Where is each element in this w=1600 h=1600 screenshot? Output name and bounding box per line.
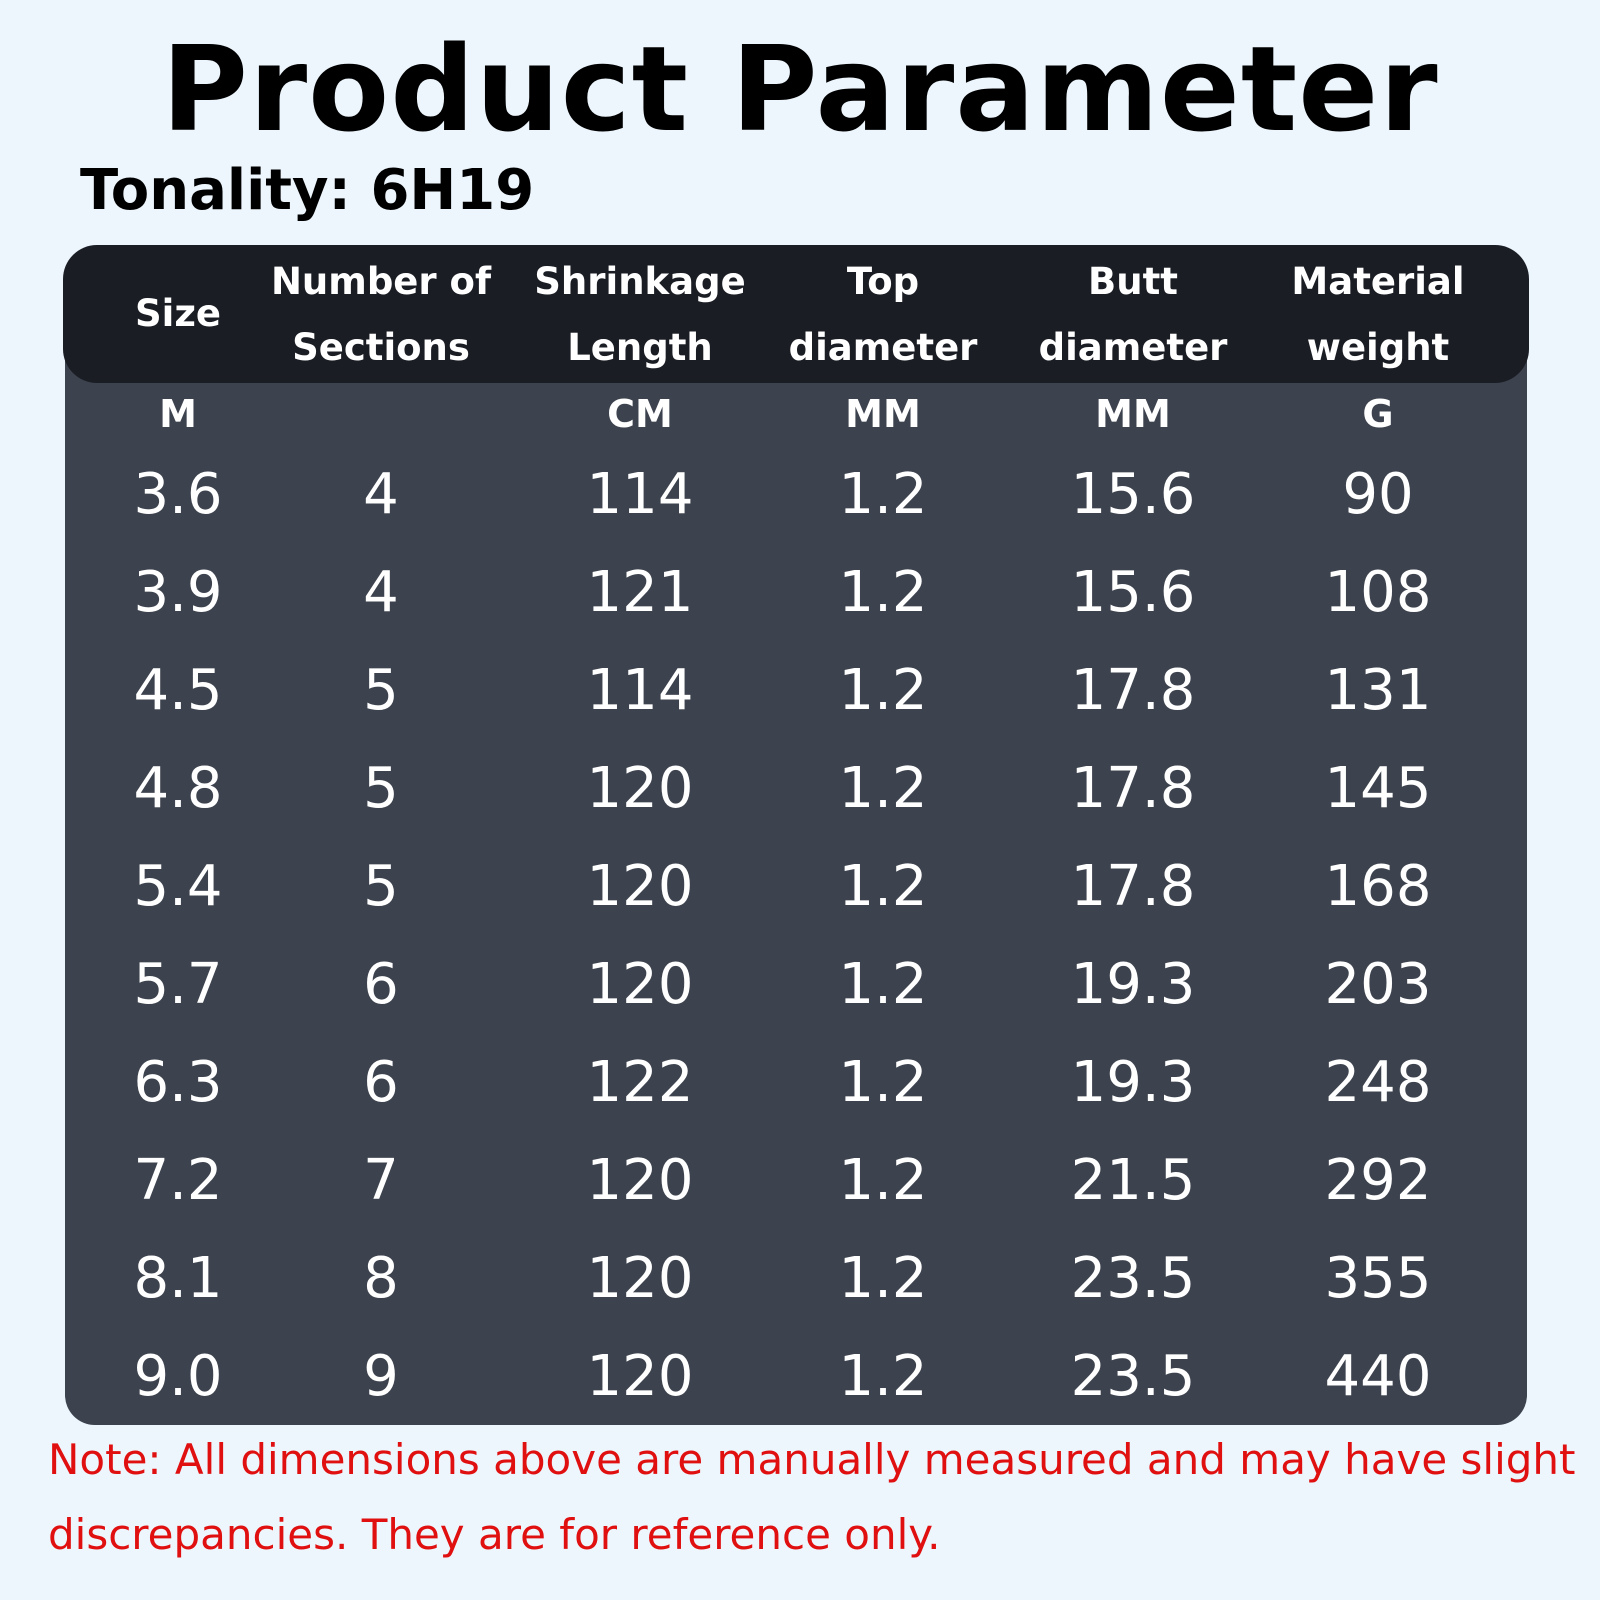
table-cell: 122	[586, 1050, 694, 1115]
table-cell: 6	[363, 952, 399, 1017]
table-cell: 19.3	[1070, 1050, 1196, 1115]
table-cell: 21.5	[1070, 1148, 1196, 1213]
table-cell: 17.8	[1070, 658, 1196, 723]
subtitle: Tonality: 6H19	[80, 158, 535, 223]
column-unit: MM	[845, 392, 921, 436]
table-cell: 355	[1324, 1246, 1432, 1311]
column-header: Length	[567, 326, 713, 369]
table-cell: 114	[586, 462, 694, 527]
table-cell: 15.6	[1070, 560, 1196, 625]
table-cell: 248	[1324, 1050, 1432, 1115]
column-header: diameter	[788, 326, 978, 369]
table-cell: 1.2	[838, 756, 928, 821]
table-cell: 90	[1342, 462, 1414, 527]
table-cell: 120	[586, 854, 694, 919]
column-header: Size	[135, 292, 221, 335]
table-cell: 4.8	[133, 756, 223, 821]
column-unit: CM	[607, 392, 673, 436]
table-cell: 1.2	[838, 1148, 928, 1213]
table-cell: 120	[586, 1344, 694, 1409]
table-cell: 5	[363, 658, 399, 723]
table-cell: 8.1	[133, 1246, 223, 1311]
table-cell: 114	[586, 658, 694, 723]
table-cell: 7	[363, 1148, 399, 1213]
table-cell: 121	[586, 560, 694, 625]
table-cell: 203	[1324, 952, 1432, 1017]
table-cell: 120	[586, 1246, 694, 1311]
table-cell: 4	[363, 560, 399, 625]
column-header: Sections	[292, 326, 470, 369]
column-header: Number of	[270, 260, 492, 303]
table-cell: 7.2	[133, 1148, 223, 1213]
table-cell: 17.8	[1070, 854, 1196, 919]
table-cell: 1.2	[838, 1344, 928, 1409]
table-cell: 1.2	[838, 1050, 928, 1115]
column-unit: M	[159, 392, 197, 436]
table-cell: 3.9	[133, 560, 223, 625]
table-cell: 5	[363, 756, 399, 821]
table-cell: 23.5	[1070, 1246, 1196, 1311]
table-cell: 4	[363, 462, 399, 527]
table-cell: 5	[363, 854, 399, 919]
table-cell: 5.7	[133, 952, 223, 1017]
table-cell: 5.4	[133, 854, 223, 919]
title: Product Parameter	[161, 20, 1439, 158]
column-header: diameter	[1038, 326, 1228, 369]
column-header: weight	[1306, 326, 1450, 369]
table-cell: 120	[586, 952, 694, 1017]
table-cell: 1.2	[838, 658, 928, 723]
column-header: Shrinkage	[534, 260, 746, 303]
table-cell: 4.5	[133, 658, 223, 723]
table-cell: 8	[363, 1246, 399, 1311]
table-cell: 1.2	[838, 560, 928, 625]
table-cell: 3.6	[133, 462, 223, 527]
table-cell: 23.5	[1070, 1344, 1196, 1409]
note-line: Note: All dimensions above are manually …	[48, 1435, 1576, 1484]
table-cell: 6	[363, 1050, 399, 1115]
column-header: Top	[846, 260, 920, 303]
column-header: Material	[1291, 260, 1465, 303]
table-cell: 120	[586, 756, 694, 821]
table-cell: 145	[1324, 756, 1432, 821]
table-cell: 19.3	[1070, 952, 1196, 1017]
table-cell: 1.2	[838, 952, 928, 1017]
table-cell: 1.2	[838, 1246, 928, 1311]
table-cell: 17.8	[1070, 756, 1196, 821]
note-line: discrepancies. They are for reference on…	[48, 1510, 941, 1559]
table-cell: 108	[1324, 560, 1432, 625]
column-header: Butt	[1088, 260, 1178, 303]
table-cell: 15.6	[1070, 462, 1196, 527]
column-unit: G	[1362, 392, 1394, 436]
table-cell: 131	[1324, 658, 1432, 723]
table-cell: 6.3	[133, 1050, 223, 1115]
table-cell: 120	[586, 1148, 694, 1213]
table: Size Number of Sections Shrinkage Length Top d…	[63, 245, 1529, 1425]
table-cell: 168	[1324, 854, 1432, 919]
column-unit: MM	[1095, 392, 1171, 436]
table-cell: 9.0	[133, 1344, 223, 1409]
table-header: Size Number of Sections Shrinkage Length Top d…	[63, 245, 1529, 383]
table-cell: 9	[363, 1344, 399, 1409]
table-cell: 292	[1324, 1148, 1432, 1213]
table-cell: 440	[1324, 1344, 1432, 1409]
table-cell: 1.2	[838, 854, 928, 919]
table-cell: 1.2	[838, 462, 928, 527]
